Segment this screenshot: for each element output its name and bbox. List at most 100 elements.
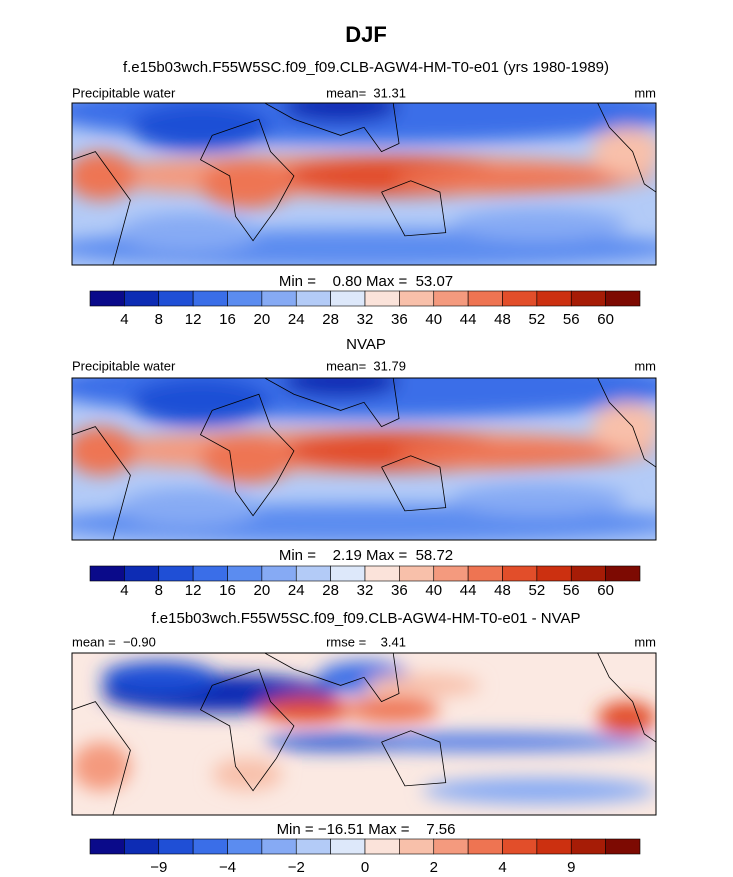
- coastline: [264, 378, 400, 428]
- colorbar-tick-label: 16: [219, 311, 236, 328]
- center-label: rmse = 3.41: [326, 634, 406, 649]
- map-blob: [200, 159, 294, 209]
- colorbar-tick-label: 52: [529, 582, 546, 599]
- map: [72, 103, 656, 265]
- colorbar-box: [89, 290, 125, 307]
- colorbar-box: [295, 290, 331, 307]
- coastline: [381, 455, 447, 512]
- colorbar-box: [536, 838, 572, 855]
- colorbar-tick-label: 52: [529, 311, 546, 328]
- colorbar-box: [467, 838, 503, 855]
- colorbar-box: [364, 565, 400, 582]
- colorbar-box: [261, 565, 297, 582]
- colorbar-tick-label: 12: [185, 582, 202, 599]
- map-blob: [282, 378, 400, 398]
- figure-title: DJF: [345, 22, 387, 47]
- map-blob: [264, 734, 405, 751]
- colorbar-box: [295, 838, 331, 855]
- coastline: [72, 151, 131, 265]
- map-blob: [346, 696, 440, 723]
- map-blob: [451, 483, 627, 516]
- colorbar-box: [605, 290, 641, 307]
- colorbar-box: [536, 565, 572, 582]
- left-label: Precipitable water: [72, 85, 176, 100]
- colorbar-tick-label: 28: [322, 311, 339, 328]
- map-blob: [591, 127, 656, 176]
- map-blob: [118, 488, 259, 528]
- coastline: [199, 118, 295, 242]
- colorbar-box: [364, 290, 400, 307]
- colorbar-tick-label: 4: [120, 311, 128, 328]
- coastline: [264, 103, 400, 153]
- colorbar-box: [261, 838, 297, 855]
- coastline: [264, 653, 400, 703]
- colorbar-tick-label: 48: [494, 582, 511, 599]
- colorbar-tick-label: 12: [185, 311, 202, 328]
- colorbar-tick-label: 40: [425, 311, 442, 328]
- colorbar-tick-label: 32: [357, 582, 374, 599]
- colorbar-box: [158, 290, 194, 307]
- map-blob: [212, 758, 283, 791]
- colorbar-tick-label: 40: [425, 582, 442, 599]
- colorbar-tick-label: 2: [430, 859, 438, 876]
- colorbar-box: [192, 565, 228, 582]
- coastline: [381, 180, 447, 237]
- colorbar-tick-label: 24: [288, 311, 305, 328]
- colorbar-tick-label: 28: [322, 582, 339, 599]
- map-frame: [71, 652, 657, 816]
- colorbar-box: [399, 565, 435, 582]
- center-label: mean= 31.31: [326, 85, 406, 100]
- colorbar-tick-label: 36: [391, 582, 408, 599]
- colorbar-tick-label: 56: [563, 311, 580, 328]
- coastline: [199, 393, 295, 517]
- colorbar-box: [89, 838, 125, 855]
- colorbar-tick-label: 8: [155, 582, 163, 599]
- map-blob: [72, 426, 137, 476]
- right-label: mm: [634, 634, 656, 649]
- stats: Min = −16.51 Max = 7.56: [277, 821, 456, 838]
- colorbar-box: [124, 838, 160, 855]
- colorbar-box: [467, 565, 503, 582]
- colorbar-box: [192, 290, 228, 307]
- colorbar-tick-label: 4: [498, 859, 506, 876]
- colorbar-box: [399, 838, 435, 855]
- colorbar-tick-label: 16: [219, 582, 236, 599]
- colorbar-tick-label: 32: [357, 311, 374, 328]
- colorbar-box: [227, 838, 263, 855]
- colorbar-box: [399, 290, 435, 307]
- colorbar-tick-label: 24: [288, 582, 305, 599]
- colorbar-tick-label: 8: [155, 311, 163, 328]
- center-label: mean= 31.79: [326, 358, 406, 373]
- colorbar-box: [330, 838, 366, 855]
- coastline: [597, 103, 656, 193]
- map-blob: [130, 378, 271, 427]
- colorbar-box: [502, 565, 538, 582]
- colorbar-box: [330, 565, 366, 582]
- map: [72, 653, 656, 815]
- map-blob: [591, 402, 656, 451]
- right-label: mm: [634, 85, 656, 100]
- map-blob: [72, 151, 137, 201]
- colorbar-box: [364, 838, 400, 855]
- colorbar-box: [89, 565, 125, 582]
- map: [72, 378, 656, 540]
- colorbar-tick-label: 60: [597, 582, 614, 599]
- colorbar-tick-label: 44: [460, 582, 477, 599]
- map-blob: [364, 674, 481, 697]
- colorbar-tick-label: 44: [460, 311, 477, 328]
- left-label: Precipitable water: [72, 358, 176, 373]
- colorbar-tick-label: 56: [563, 582, 580, 599]
- map-blob: [200, 434, 294, 484]
- colorbar-tick-label: 48: [494, 311, 511, 328]
- colorbar-box: [467, 290, 503, 307]
- colorbar-tick-label: 20: [254, 311, 271, 328]
- colorbar-tick-label: 20: [254, 582, 271, 599]
- colorbar-box: [261, 290, 297, 307]
- coastline: [72, 426, 131, 540]
- map-field: [72, 103, 656, 265]
- panel-title: f.e15b03wch.F55W5SC.f09_f09.CLB-AGW4-HM-…: [151, 610, 580, 627]
- colorbar-box: [124, 565, 160, 582]
- colorbar-box: [433, 565, 469, 582]
- colorbar-box: [158, 838, 194, 855]
- map-blob: [72, 742, 131, 791]
